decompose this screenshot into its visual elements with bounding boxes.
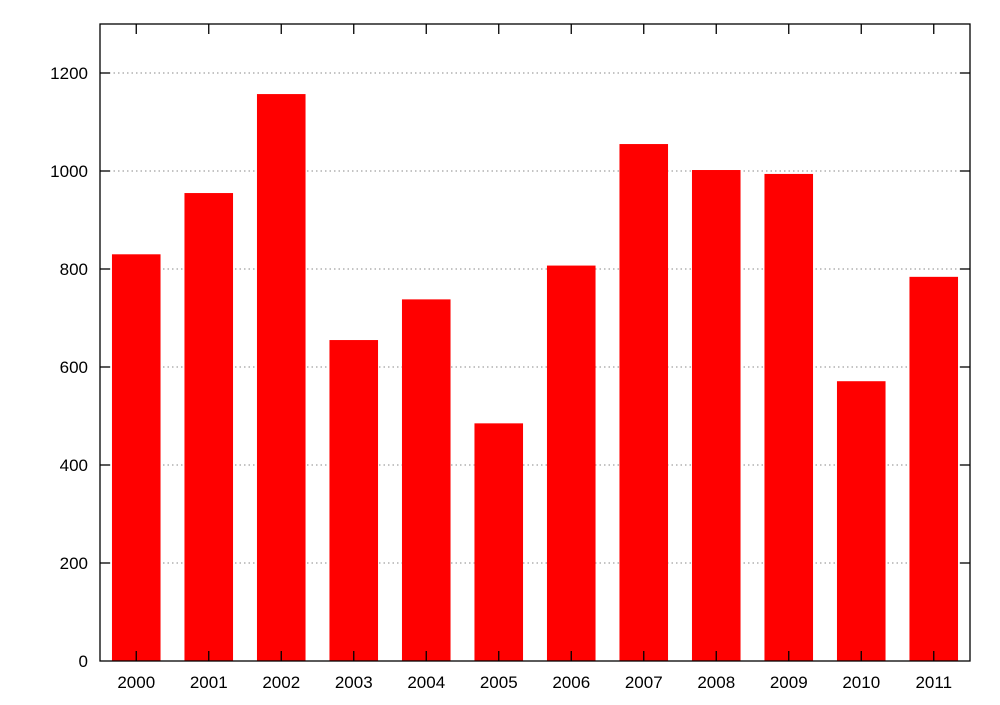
ytick-label-1000: 1000 [50, 162, 88, 181]
xtick-label-2000: 2000 [117, 673, 155, 692]
bar-2001 [184, 193, 234, 662]
xtick-label-2001: 2001 [190, 673, 228, 692]
bar-2000 [111, 254, 161, 662]
bar-2002 [256, 94, 306, 661]
bar-2011 [909, 276, 959, 661]
ytick-label-800: 800 [60, 260, 88, 279]
xtick-label-2005: 2005 [480, 673, 518, 692]
bar-2008 [691, 170, 741, 661]
xtick-label-2007: 2007 [625, 673, 663, 692]
ytick-label-200: 200 [60, 554, 88, 573]
bar-2004 [401, 299, 451, 661]
axis-ticks [100, 24, 970, 661]
y-axis-tick-labels: 0 200 400 600 800 1000 1200 [50, 64, 88, 671]
ytick-label-0: 0 [79, 652, 88, 671]
gridlines [100, 72, 970, 564]
xtick-label-2003: 2003 [335, 673, 373, 692]
plot-frame [99, 23, 971, 662]
bar-2003 [329, 340, 379, 661]
ytick-label-1200: 1200 [50, 64, 88, 83]
x-axis-tick-labels: 2000 2001 2002 2003 2004 2005 2006 2007 2008 2009… [117, 673, 952, 692]
ytick-label-600: 600 [60, 358, 88, 377]
xtick-label-2011: 2011 [915, 673, 952, 692]
xtick-label-2002: 2002 [262, 673, 300, 692]
xtick-label-2008: 2008 [697, 673, 735, 692]
bar-2007 [619, 144, 669, 662]
bar-2009 [764, 173, 814, 661]
bar-2005 [474, 423, 524, 661]
bar-2006 [546, 265, 596, 661]
xtick-label-2010: 2010 [842, 673, 880, 692]
bar-2010 [836, 381, 886, 661]
ytick-label-400: 400 [60, 456, 88, 475]
bars [111, 94, 959, 662]
xtick-label-2009: 2009 [770, 673, 808, 692]
xtick-label-2004: 2004 [407, 673, 445, 692]
xtick-label-2006: 2006 [552, 673, 590, 692]
